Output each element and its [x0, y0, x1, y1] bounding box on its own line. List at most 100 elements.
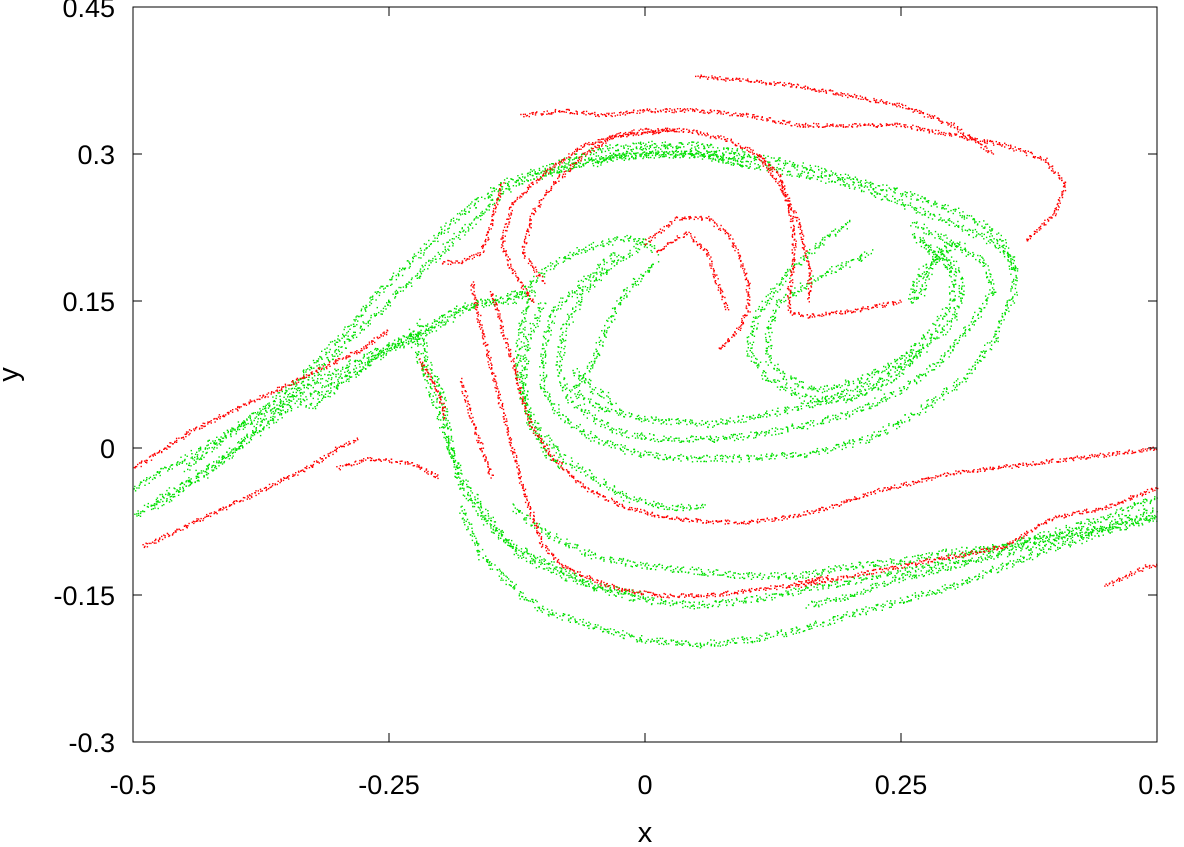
data-point	[736, 148, 739, 150]
data-point	[420, 249, 422, 252]
data-point	[619, 557, 621, 560]
data-point	[692, 604, 695, 606]
data-point	[430, 361, 432, 364]
data-point	[520, 291, 522, 293]
data-point	[1023, 541, 1026, 544]
data-point	[889, 582, 892, 584]
data-point	[442, 419, 445, 421]
data-point	[368, 356, 370, 359]
data-point	[481, 300, 483, 302]
data-point	[683, 146, 685, 148]
data-point	[744, 597, 747, 600]
data-point	[494, 564, 496, 566]
data-point	[487, 519, 489, 522]
data-point	[197, 473, 199, 475]
data-point	[717, 147, 719, 149]
data-point	[1011, 544, 1014, 547]
data-point	[439, 393, 441, 395]
data-point	[426, 329, 429, 331]
data-point	[411, 285, 413, 287]
data-point	[731, 638, 733, 640]
data-point	[828, 619, 831, 621]
data-point	[925, 558, 927, 560]
data-point	[425, 360, 427, 363]
data-point	[945, 587, 948, 589]
data-point	[1143, 518, 1145, 520]
data-point	[969, 559, 972, 561]
data-point	[520, 550, 522, 553]
data-point	[996, 546, 999, 548]
data-point	[473, 219, 475, 221]
data-point	[1133, 503, 1135, 505]
data-point	[252, 431, 254, 433]
data-point	[358, 363, 361, 366]
data-point	[532, 601, 535, 604]
data-point	[601, 241, 603, 243]
data-point	[668, 643, 670, 645]
data-point	[585, 622, 587, 624]
data-point	[431, 327, 433, 329]
data-point	[335, 341, 338, 343]
data-point	[373, 356, 376, 359]
data-point	[510, 178, 512, 180]
data-point	[393, 345, 396, 347]
data-point	[250, 439, 253, 441]
data-point	[439, 406, 441, 408]
data-point	[279, 409, 282, 411]
data-point	[805, 577, 807, 579]
data-point	[1052, 535, 1054, 537]
data-point	[657, 254, 660, 256]
data-point	[211, 469, 213, 471]
data-point	[706, 152, 709, 154]
data-point	[268, 426, 270, 429]
data-point	[201, 454, 204, 456]
data-point	[875, 575, 878, 577]
data-point	[565, 578, 567, 580]
data-point	[464, 223, 466, 226]
data-point	[547, 537, 550, 540]
data-point	[453, 453, 456, 455]
data-point	[906, 574, 909, 576]
data-point	[1131, 518, 1133, 520]
data-point	[909, 571, 912, 574]
data-point	[726, 639, 729, 642]
data-point	[439, 393, 441, 396]
data-point	[509, 188, 511, 190]
data-point	[829, 623, 832, 626]
data-point	[570, 576, 572, 578]
data-point	[560, 538, 562, 540]
data-point	[453, 450, 456, 452]
data-point	[640, 155, 642, 158]
data-point	[936, 589, 939, 591]
data-point	[1056, 535, 1058, 537]
data-point	[941, 559, 944, 561]
data-point	[996, 571, 999, 574]
data-point	[501, 529, 503, 532]
data-point	[961, 579, 964, 581]
data-point	[467, 526, 469, 528]
data-point	[1084, 522, 1086, 525]
data-point	[337, 384, 340, 387]
data-point	[566, 574, 568, 576]
data-point	[453, 447, 455, 449]
data-point	[400, 341, 402, 343]
data-point	[515, 185, 517, 187]
data-point	[672, 569, 675, 571]
data-point	[727, 162, 730, 164]
data-point	[688, 142, 690, 144]
data-point	[859, 564, 861, 566]
data-point	[663, 640, 666, 643]
data-point	[910, 599, 912, 601]
data-point	[800, 590, 802, 592]
data-point	[787, 590, 789, 593]
data-point	[398, 343, 401, 345]
data-point	[542, 165, 544, 168]
data-point	[607, 589, 610, 592]
data-point	[632, 600, 634, 602]
data-point	[139, 515, 142, 517]
data-point	[195, 460, 197, 463]
data-point	[822, 588, 824, 590]
data-point	[892, 576, 894, 579]
data-point	[324, 373, 326, 376]
data-point	[505, 579, 507, 582]
